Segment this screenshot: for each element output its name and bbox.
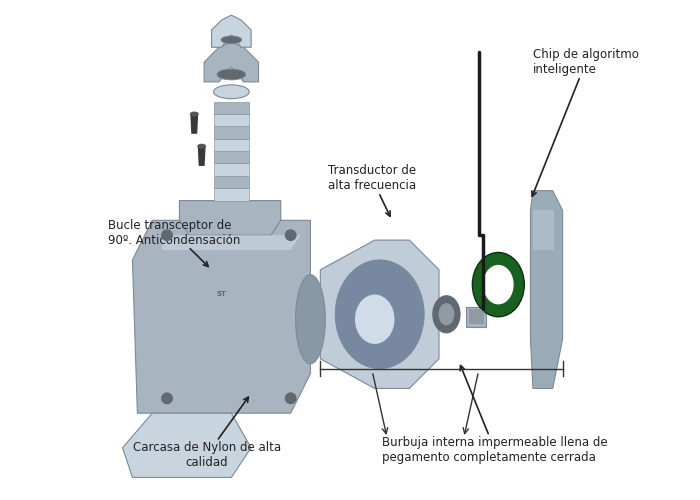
Text: ST: ST: [216, 292, 226, 298]
Ellipse shape: [197, 144, 206, 148]
FancyBboxPatch shape: [469, 310, 484, 324]
Text: Transductor de
alta frecuencia: Transductor de alta frecuencia: [328, 164, 416, 216]
Ellipse shape: [438, 303, 454, 326]
Polygon shape: [179, 200, 281, 235]
Ellipse shape: [221, 36, 241, 44]
Polygon shape: [531, 190, 563, 388]
Polygon shape: [214, 126, 248, 138]
Ellipse shape: [473, 252, 524, 317]
Polygon shape: [214, 164, 248, 176]
Text: Chip de algoritmo
inteligente: Chip de algoritmo inteligente: [532, 48, 639, 196]
Text: Carcasa de Nylon de alta
calidad: Carcasa de Nylon de alta calidad: [132, 397, 281, 469]
Text: Burbuja interna impermeable llena de
pegamento completamente cerrada: Burbuja interna impermeable llena de peg…: [382, 366, 608, 464]
Polygon shape: [204, 42, 258, 82]
Polygon shape: [214, 138, 248, 151]
Polygon shape: [214, 102, 248, 114]
Ellipse shape: [190, 112, 199, 116]
Circle shape: [161, 229, 173, 241]
Polygon shape: [197, 146, 206, 166]
Polygon shape: [190, 114, 198, 134]
Ellipse shape: [217, 69, 246, 80]
Circle shape: [161, 392, 173, 404]
Ellipse shape: [214, 85, 249, 98]
Ellipse shape: [355, 294, 395, 344]
Polygon shape: [214, 151, 248, 164]
Ellipse shape: [433, 296, 460, 333]
Ellipse shape: [335, 260, 424, 368]
Polygon shape: [211, 15, 251, 48]
Ellipse shape: [483, 265, 514, 304]
Ellipse shape: [295, 274, 326, 364]
Polygon shape: [122, 413, 251, 478]
Text: Bucle transceptor de
90º. Anticondensación: Bucle transceptor de 90º. Anticondensaci…: [108, 218, 240, 266]
FancyBboxPatch shape: [466, 307, 486, 326]
Polygon shape: [132, 220, 310, 413]
Polygon shape: [533, 210, 554, 250]
Circle shape: [285, 392, 297, 404]
Polygon shape: [214, 176, 248, 188]
Polygon shape: [214, 114, 248, 126]
Polygon shape: [214, 188, 248, 200]
Polygon shape: [162, 235, 300, 250]
Circle shape: [285, 229, 297, 241]
Polygon shape: [321, 240, 439, 388]
